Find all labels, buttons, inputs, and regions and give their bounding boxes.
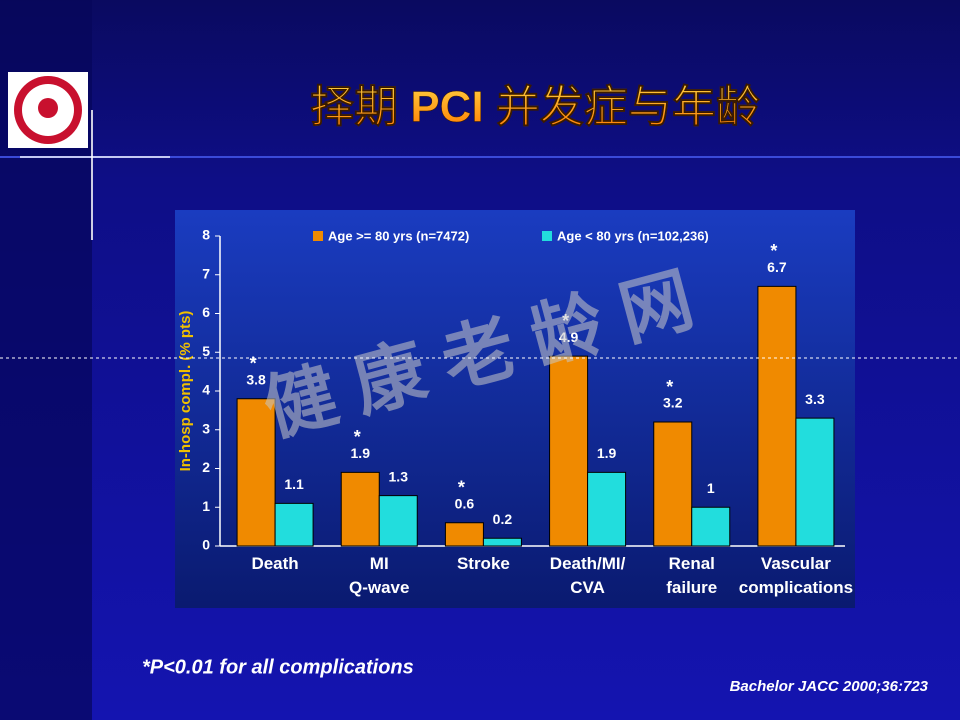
value-label: 0.2 bbox=[493, 511, 513, 527]
bar bbox=[340, 471, 380, 547]
value-label: 4.9 bbox=[559, 329, 579, 345]
x-tick-label: MI Q-wave bbox=[349, 554, 410, 597]
slide-title: 择期 PCI 并发症与年龄 bbox=[310, 83, 760, 132]
value-label: 1 bbox=[707, 480, 715, 496]
bar bbox=[274, 502, 314, 547]
value-label: 3.2 bbox=[663, 395, 683, 411]
value-label: 6.7 bbox=[767, 259, 787, 275]
value-label: 1.1 bbox=[284, 476, 304, 492]
value-label: 1.9 bbox=[597, 445, 617, 461]
y-tick-label: 4 bbox=[202, 382, 210, 398]
y-tick-label: 6 bbox=[202, 304, 210, 320]
significance-mark: * bbox=[250, 354, 257, 374]
significance-mark: * bbox=[458, 478, 465, 498]
logo bbox=[8, 72, 88, 148]
y-tick-label: 5 bbox=[202, 343, 210, 359]
value-label: 3.8 bbox=[246, 371, 266, 387]
value-label: 1.9 bbox=[351, 445, 371, 461]
bar bbox=[587, 471, 627, 547]
bar bbox=[795, 417, 835, 547]
bar bbox=[236, 398, 276, 547]
legend-swatch bbox=[313, 231, 323, 241]
y-tick-label: 7 bbox=[202, 265, 210, 281]
y-axis-title: In-hosp compl. (% pts) bbox=[177, 311, 194, 472]
bar bbox=[378, 495, 418, 547]
legend-swatch bbox=[542, 231, 552, 241]
bar bbox=[757, 285, 797, 547]
bar bbox=[691, 506, 731, 547]
x-tick-label: Death/MI/ CVA bbox=[549, 554, 626, 597]
chart: 0 1 2 3 4 5 6 7 8 In-hosp compl. (% pts) Age >= 80… bbox=[177, 227, 845, 553]
footnote: *P<0.01 for all complications bbox=[142, 656, 414, 678]
citation: Bachelor JACC 2000;36:723 bbox=[730, 678, 929, 695]
significance-mark: * bbox=[770, 241, 777, 261]
legend-label: Age >= 80 yrs (n=7472) bbox=[328, 228, 469, 243]
x-tick-label: Renal failure bbox=[666, 554, 718, 597]
value-label: 1.3 bbox=[389, 468, 409, 484]
y-tick-label: 2 bbox=[202, 459, 210, 475]
bar bbox=[482, 537, 522, 547]
bar bbox=[549, 355, 589, 547]
y-tick-label: 1 bbox=[202, 498, 210, 514]
bar bbox=[653, 421, 693, 547]
y-tick-label: 8 bbox=[202, 227, 210, 243]
legend-label: Age < 80 yrs (n=102,236) bbox=[557, 228, 709, 243]
value-label: 3.3 bbox=[805, 391, 825, 407]
significance-mark: * bbox=[354, 427, 361, 447]
y-tick-label: 0 bbox=[202, 537, 210, 553]
y-tick-label: 3 bbox=[202, 420, 210, 436]
significance-mark: * bbox=[562, 311, 569, 331]
x-tick-label: Death bbox=[251, 554, 299, 573]
bar bbox=[444, 522, 484, 547]
significance-mark: * bbox=[666, 377, 673, 397]
value-label: 0.6 bbox=[455, 495, 475, 511]
x-tick-label: Stroke bbox=[456, 554, 510, 573]
x-tick-label: Vascular complications bbox=[738, 554, 854, 597]
